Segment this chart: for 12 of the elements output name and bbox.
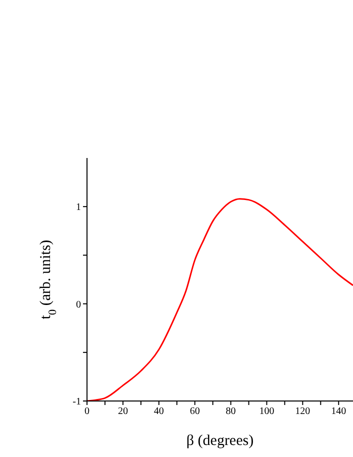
x-tick-label: 60 bbox=[190, 406, 200, 418]
x-axis-title: β (degrees) bbox=[186, 433, 254, 449]
y-tick-label: 0 bbox=[76, 299, 81, 310]
x-tick-label: 120 bbox=[295, 406, 310, 418]
y-tick-label: 1 bbox=[76, 202, 81, 214]
x-tick-label: 100 bbox=[259, 406, 274, 418]
x-tick-label: 80 bbox=[226, 406, 236, 418]
x-tick-label: 40 bbox=[154, 406, 164, 418]
y-tick-label: -1 bbox=[72, 396, 81, 408]
x-tick-label: 0 bbox=[84, 406, 90, 418]
x-tick-label: 20 bbox=[118, 406, 128, 418]
x-tick-label: 140 bbox=[331, 406, 346, 418]
